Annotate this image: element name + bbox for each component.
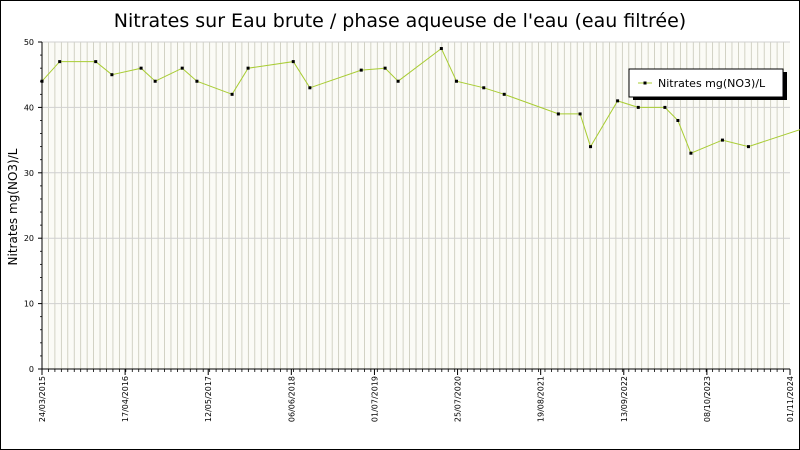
data-point xyxy=(720,138,724,142)
y-tick-label: 20 xyxy=(24,234,34,243)
data-point xyxy=(616,99,620,103)
data-point xyxy=(139,66,143,70)
data-point xyxy=(230,92,234,96)
data-point xyxy=(153,79,157,83)
axes: 0 10 20 30 40 50 24/03/2015 17/04/2016 12/05/201… xyxy=(24,38,795,422)
chart-title: Nitrates sur Eau brute / phase aqueuse d… xyxy=(114,10,686,32)
data-point xyxy=(676,118,680,122)
y-axis-label: Nitrates mg(NO3)/L xyxy=(6,148,20,265)
legend-label: Nitrates mg(NO3)/L xyxy=(658,77,766,90)
data-point xyxy=(578,112,582,116)
x-tick-label: 01/07/2019 xyxy=(370,376,379,422)
data-point xyxy=(454,79,458,83)
legend: Nitrates mg(NO3)/L xyxy=(628,68,787,100)
data-point xyxy=(40,79,44,83)
data-point xyxy=(439,47,443,51)
data-point xyxy=(589,145,593,149)
data-point xyxy=(180,66,184,70)
data-point xyxy=(482,86,486,90)
y-tick-label: 30 xyxy=(24,169,34,178)
y-tick-label: 40 xyxy=(24,103,34,112)
x-tick-label: 13/09/2022 xyxy=(620,376,629,422)
x-tick-label: 19/08/2021 xyxy=(537,376,546,422)
y-tick-label: 10 xyxy=(24,300,34,309)
data-point xyxy=(359,68,363,72)
x-tick-label: 12/05/2017 xyxy=(204,376,213,422)
x-tick-label: 06/06/2018 xyxy=(287,376,296,422)
x-tick-label: 17/04/2016 xyxy=(121,376,130,422)
data-point xyxy=(246,66,250,70)
legend-marker xyxy=(643,81,647,85)
data-point xyxy=(502,92,506,96)
data-point xyxy=(663,105,667,109)
data-point xyxy=(746,145,750,149)
data-point xyxy=(58,60,62,64)
data-point xyxy=(636,105,640,109)
y-tick-label: 0 xyxy=(29,365,34,374)
data-point xyxy=(195,79,199,83)
data-point xyxy=(291,60,295,64)
data-point xyxy=(308,86,312,90)
x-tick-label: 25/07/2020 xyxy=(454,376,463,422)
data-point xyxy=(110,73,114,77)
data-point xyxy=(383,66,387,70)
data-point xyxy=(689,151,693,155)
data-point xyxy=(94,60,98,64)
series-layer xyxy=(40,47,800,155)
legend-box xyxy=(628,68,784,98)
x-tick-label: 01/11/2024 xyxy=(786,376,795,422)
data-point xyxy=(396,79,400,83)
x-tick-label: 08/10/2023 xyxy=(703,376,712,422)
data-point xyxy=(556,112,560,116)
y-tick-label: 50 xyxy=(24,38,34,47)
x-tick-label: 24/03/2015 xyxy=(38,376,47,422)
